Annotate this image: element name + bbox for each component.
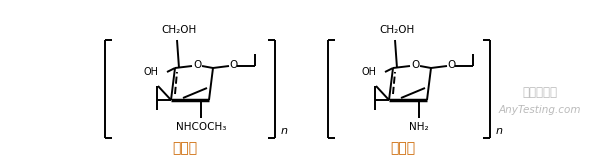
Text: 甲壳素: 甲壳素	[173, 141, 198, 155]
Text: CH₂OH: CH₂OH	[379, 25, 415, 35]
Text: 嘉峪检测网: 嘉峪检测网	[522, 87, 558, 99]
Text: NHCOCH₃: NHCOCH₃	[176, 122, 226, 132]
Text: n: n	[281, 126, 288, 136]
Text: CH₂OH: CH₂OH	[161, 25, 196, 35]
Text: OH: OH	[144, 67, 159, 77]
Text: OH: OH	[362, 67, 377, 77]
Text: O: O	[193, 60, 201, 70]
Text: NH₂: NH₂	[409, 122, 429, 132]
Text: n: n	[496, 126, 503, 136]
Text: O: O	[229, 60, 237, 70]
Text: 壳聚糖: 壳聚糖	[391, 141, 416, 155]
Text: O: O	[411, 60, 419, 70]
Text: O: O	[447, 60, 455, 70]
Text: AnyTesting.com: AnyTesting.com	[499, 105, 581, 115]
